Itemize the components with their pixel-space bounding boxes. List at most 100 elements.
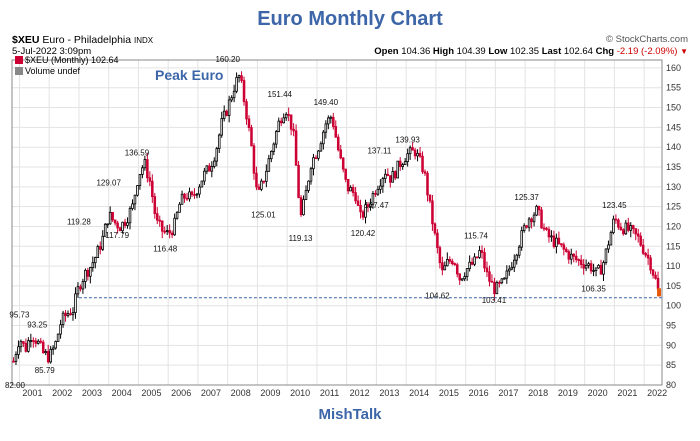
y-tick-label: 95: [666, 321, 676, 331]
candle-body: [24, 342, 28, 352]
candle-body: [304, 190, 308, 201]
candle-body: [128, 208, 132, 224]
candle-body: [232, 90, 236, 99]
candle-body: [503, 277, 506, 280]
candle-body: [64, 312, 67, 317]
candle-body: [14, 354, 18, 362]
candle-body: [423, 171, 427, 174]
data-label: 82.00: [5, 381, 26, 390]
candle-body: [537, 205, 541, 211]
candle-body: [592, 270, 595, 272]
brand-link[interactable]: © StockCharts.com: [606, 34, 688, 45]
x-tick-label: 2019: [558, 388, 578, 398]
chg-label: Chg: [595, 46, 615, 57]
x-tick-label: 2012: [350, 388, 370, 398]
x-tick-label: 2016: [469, 388, 489, 398]
candle-body: [292, 128, 295, 132]
candle-body: [215, 148, 219, 162]
candle-body: [512, 259, 516, 268]
candle-body: [540, 209, 543, 229]
x-tick-label: 2014: [409, 388, 429, 398]
candles-group: [12, 71, 662, 365]
legend-volume: Volume undef: [15, 66, 119, 77]
candle-body: [44, 351, 47, 354]
candle-body: [418, 152, 422, 157]
candle-body: [225, 110, 228, 116]
ticker-symbol: $XEU: [12, 34, 40, 46]
candle-body: [160, 220, 164, 232]
candle-body: [240, 75, 243, 81]
candle-body: [260, 180, 263, 190]
candle-body: [406, 153, 409, 163]
data-label: 103.41: [482, 296, 507, 305]
open-value: 104.36: [401, 46, 431, 57]
candle-body: [389, 175, 392, 183]
candle-body: [118, 227, 122, 232]
chg-value: -2.19 (-2.09%): [616, 46, 678, 57]
candle-body: [183, 193, 186, 199]
candle-body: [649, 257, 652, 271]
candle-icon: [15, 56, 23, 64]
data-label: 85.79: [35, 366, 56, 375]
candle-body: [403, 161, 407, 165]
x-tick-label: 2013: [379, 388, 399, 398]
candle-body: [270, 150, 273, 160]
candle-body: [324, 123, 328, 133]
candle-body: [133, 194, 137, 205]
candle-body: [349, 187, 352, 192]
candle-body: [488, 271, 491, 282]
candle-body: [180, 193, 184, 205]
candle-body: [185, 197, 189, 200]
legend-series-label: $XEU (Monthly) 102.64: [25, 55, 119, 65]
candle-body: [594, 267, 598, 271]
y-tick-label: 135: [666, 162, 681, 172]
candle-body: [451, 260, 454, 265]
candle-body: [532, 214, 536, 223]
candle-body: [84, 269, 87, 283]
candle-body: [478, 250, 481, 258]
x-tick-label: 2008: [231, 388, 251, 398]
candle-body: [29, 340, 33, 342]
candle-body: [582, 264, 585, 269]
chart-legend: $XEU (Monthly) 102.64 Volume undef: [15, 55, 119, 77]
x-tick-label: 2015: [439, 388, 459, 398]
x-tick-label: 2005: [141, 388, 161, 398]
candle-body: [294, 130, 298, 166]
candle-body: [170, 232, 174, 236]
candle-body: [587, 263, 590, 266]
candle-body: [113, 219, 117, 224]
candle-body: [550, 235, 553, 238]
candle-body: [327, 117, 330, 125]
candle-body: [165, 230, 169, 232]
candle-body: [106, 223, 109, 226]
candle-body: [136, 185, 139, 196]
candle-body: [455, 264, 459, 275]
candle-body: [483, 252, 486, 269]
candle-body: [96, 246, 100, 258]
candle-body: [656, 277, 660, 290]
ticker-header: $XEU Euro - Philadelphia INDX: [12, 34, 153, 46]
candle-body: [468, 261, 471, 270]
candle-body: [222, 110, 226, 119]
candle-body: [607, 244, 610, 250]
x-tick-label: 2018: [528, 388, 548, 398]
candle-body: [393, 171, 397, 179]
candle-body: [557, 237, 561, 244]
candle-body: [69, 313, 72, 316]
candle-body: [267, 158, 271, 172]
candle-body: [463, 276, 466, 280]
candle-body: [597, 264, 600, 269]
candle-body: [614, 218, 618, 221]
candle-body: [411, 147, 414, 151]
candle-body: [203, 170, 206, 182]
candle-body: [376, 188, 380, 195]
candle-body: [431, 200, 434, 225]
quote-datetime: 5-Jul-2022 3:09pm: [12, 46, 92, 57]
candle-body: [299, 197, 303, 216]
data-label: 120.42: [351, 229, 376, 238]
candle-body: [81, 281, 85, 290]
candle-body: [12, 360, 15, 363]
candle-body: [255, 172, 258, 188]
candle-body: [446, 259, 449, 267]
x-tick-label: 2021: [617, 388, 637, 398]
